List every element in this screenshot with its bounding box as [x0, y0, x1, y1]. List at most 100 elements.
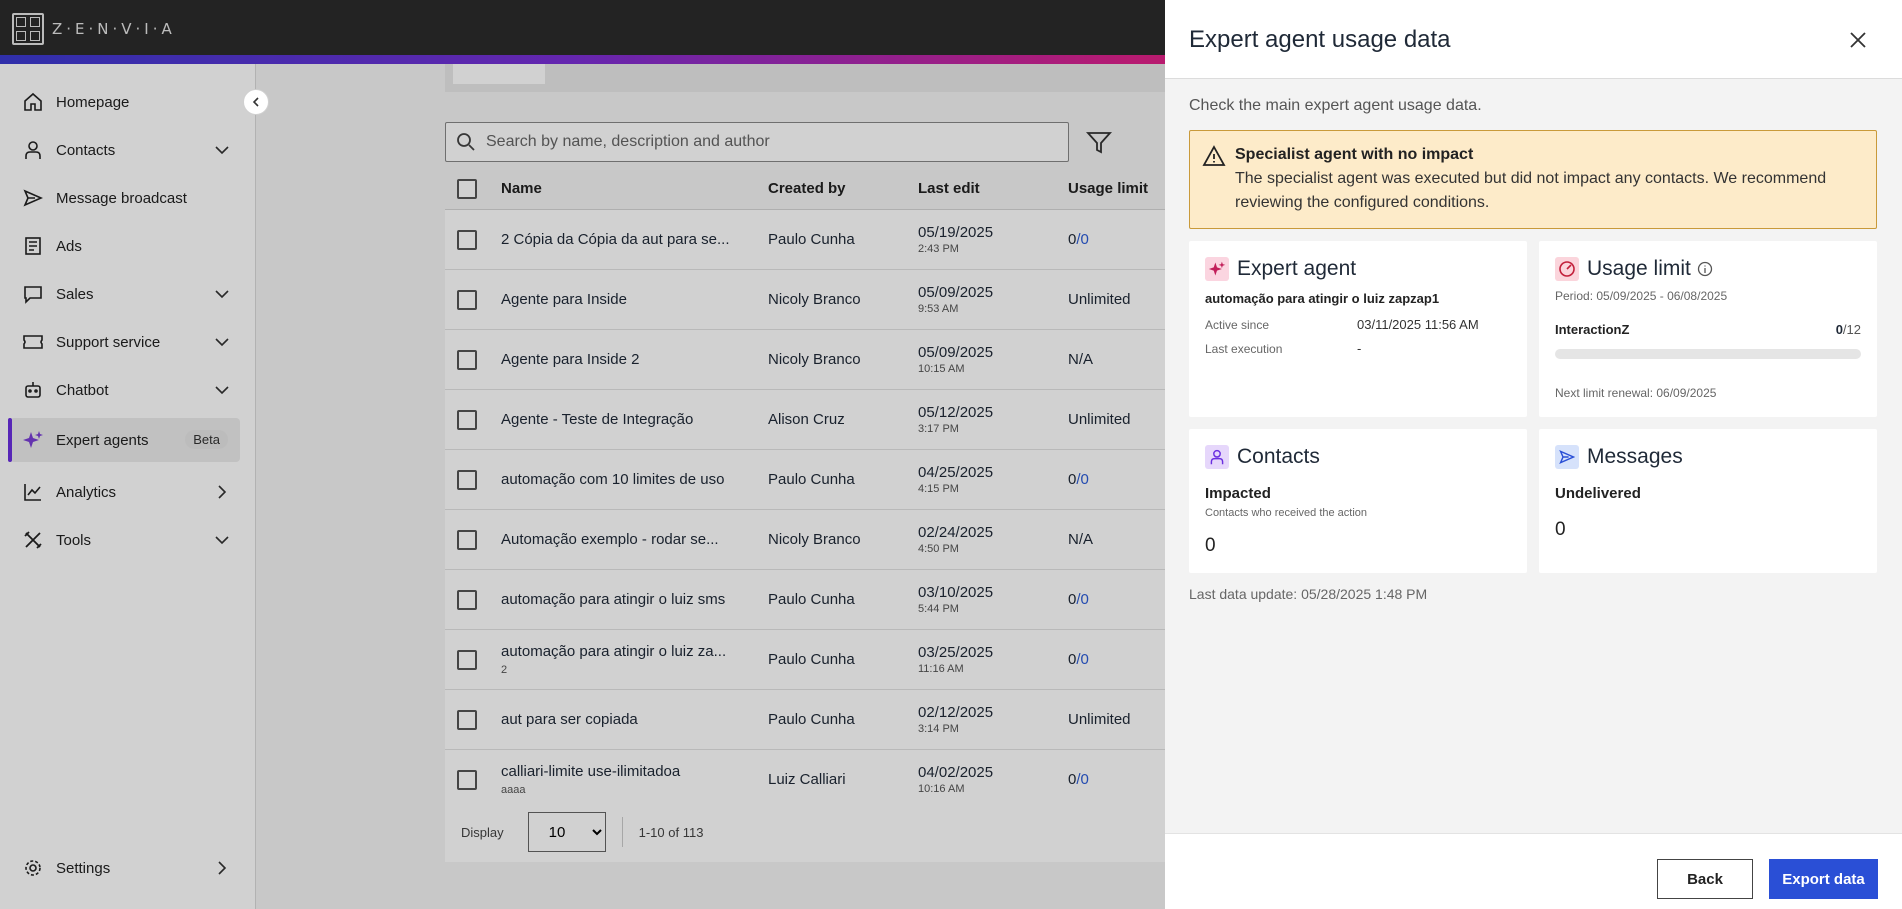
row-edit-time: 3:14 PM [918, 723, 959, 735]
row-usage-limit: 0/0 [1068, 231, 1089, 248]
table-row[interactable]: 2 Cópia da Cópia da aut para se... Paulo … [445, 210, 1215, 270]
row-created-by: Nicoly Branco [768, 351, 861, 368]
messages-title: Messages [1587, 445, 1683, 468]
sparkle-icon [22, 429, 44, 451]
modal-backdrop[interactable] [0, 0, 1165, 909]
search-input[interactable] [486, 133, 1046, 151]
search-icon [457, 133, 475, 151]
filter-icon [1086, 132, 1112, 154]
no-impact-alert: Specialist agent with no impact The spec… [1189, 130, 1877, 229]
divider [621, 817, 623, 847]
row-created-by: Nicoly Branco [768, 291, 861, 308]
row-usage-limit: Unlimited [1068, 411, 1131, 428]
row-edit-time: 4:50 PM [918, 543, 959, 555]
row-created-by: Nicoly Branco [768, 531, 861, 548]
user-icon [1205, 445, 1229, 469]
search-box[interactable] [445, 122, 1069, 162]
expert-agent-name: automação para atingir o luiz zapzap1 [1205, 291, 1440, 306]
sidebar-item-label: Support service [56, 333, 161, 351]
select-all-checkbox[interactable] [457, 178, 477, 199]
row-checkbox[interactable] [457, 769, 477, 790]
sidebar-item-expert-agents[interactable]: Expert agents Beta [8, 418, 240, 462]
brand-gradient-bar [0, 55, 1902, 64]
chevron-down-icon[interactable] [212, 284, 232, 304]
chevron-right-icon[interactable] [212, 858, 232, 878]
chevron-down-icon[interactable] [212, 332, 232, 352]
chevron-down-icon[interactable] [212, 530, 232, 550]
row-name: calliari-limite use-ilimitadoa [501, 763, 681, 780]
drawer-footer: Back Export data [1165, 833, 1902, 909]
sidebar-item-chatbot[interactable]: Chatbot [10, 368, 240, 412]
collapse-sidebar-button[interactable] [243, 89, 269, 115]
table-row[interactable]: Agente para Inside Nicoly Branco 05/09/202… [445, 270, 1215, 330]
row-checkbox[interactable] [457, 409, 477, 430]
sidebar-item-tools[interactable]: Tools [10, 518, 240, 562]
sidebar-item-analytics[interactable]: Analytics [10, 470, 240, 514]
info-icon[interactable] [1697, 261, 1713, 277]
expert-agent-title: Expert agent [1237, 257, 1357, 280]
row-checkbox[interactable] [457, 649, 477, 670]
table-row[interactable]: automação com 10 limites de uso Paulo Cun… [445, 450, 1215, 510]
table-row[interactable]: Automação exemplo - rodar se... Nicoly Br… [445, 510, 1215, 570]
back-button[interactable]: Back [1657, 859, 1753, 899]
page-size-select[interactable]: 10 [527, 812, 606, 852]
table-row[interactable]: aut para ser copiada Paulo Cunha 02/12/202… [445, 690, 1215, 750]
row-usage-limit: 0/0 [1068, 471, 1089, 488]
row-edit-date: 04/02/2025 [918, 764, 994, 781]
chevron-down-icon[interactable] [212, 380, 232, 400]
sidebar-item-contacts[interactable]: Contacts [10, 128, 240, 172]
brand-name: Z·E·N·V·I·A [52, 20, 176, 38]
active-since-label: Active since [1205, 318, 1270, 332]
row-checkbox[interactable] [457, 469, 477, 490]
row-checkbox[interactable] [457, 349, 477, 370]
drawer-header: Expert agent usage data [1165, 0, 1902, 79]
row-checkbox[interactable] [457, 229, 477, 250]
table-row[interactable]: automação para atingir o luiz sms Paulo C… [445, 570, 1215, 630]
row-name: aut para ser copiada [501, 711, 638, 728]
logo-mark-icon [12, 13, 44, 45]
page-range: 1-10 of 113 [638, 824, 704, 840]
sidebar-item-support-service[interactable]: Support service [10, 320, 240, 364]
row-checkbox[interactable] [457, 709, 477, 730]
last-data-update: Last data update: 05/28/2025 1:48 PM [1189, 586, 1428, 602]
sidebar-item-ads[interactable]: Ads [10, 224, 240, 268]
row-checkbox[interactable] [457, 589, 477, 610]
contacts-card: Contacts Impacted Contacts who received … [1189, 429, 1527, 573]
undelivered-value: 0 [1555, 519, 1566, 540]
sidebar-item-settings[interactable]: Settings [10, 846, 240, 890]
row-created-by: Paulo Cunha [768, 651, 855, 668]
row-name: Agente para Inside 2 [501, 351, 640, 368]
table-row[interactable]: Agente para Inside 2 Nicoly Branco 05/09/2… [445, 330, 1215, 390]
sidebar-item-sales[interactable]: Sales [10, 272, 240, 316]
export-data-button[interactable]: Export data [1769, 859, 1878, 899]
row-usage-limit: 0/0 [1068, 771, 1089, 788]
row-edit-date: 02/24/2025 [918, 524, 994, 541]
row-checkbox[interactable] [457, 529, 477, 550]
sidebar-item-homepage[interactable]: Homepage [10, 80, 240, 124]
column-header-created-by[interactable]: Created by [768, 180, 846, 197]
column-header-name[interactable]: Name [501, 180, 542, 197]
next-renewal: Next limit renewal: 06/09/2025 [1555, 386, 1717, 400]
brand-logo[interactable]: Z·E·N·V·I·A [12, 13, 176, 45]
table-row[interactable]: automação para atingir o luiz za... 2 Paul… [445, 630, 1215, 690]
column-header-usage-limit[interactable]: Usage limit [1068, 180, 1149, 197]
chevron-right-icon[interactable] [212, 482, 232, 502]
column-header-last-edit[interactable]: Last edit [918, 180, 980, 197]
sidebar-item-label: Chatbot [56, 381, 109, 399]
chevron-down-icon[interactable] [212, 140, 232, 160]
table-row[interactable]: Agente - Teste de Integração Alison Cruz 0… [445, 390, 1215, 450]
row-name: Agente para Inside [501, 291, 627, 308]
close-button[interactable] [1844, 26, 1872, 54]
messages-card: Messages Undelivered 0 [1539, 429, 1877, 573]
active-since-value: 03/11/2025 11:56 AM [1357, 317, 1479, 332]
filter-button[interactable] [1084, 128, 1114, 158]
tab-active[interactable] [453, 64, 545, 84]
usage-progress-bar [1555, 349, 1861, 359]
drawer-title: Expert agent usage data [1189, 26, 1451, 53]
last-execution-label: Last execution [1205, 342, 1283, 356]
impacted-sub: Contacts who received the action [1205, 507, 1368, 519]
row-checkbox[interactable] [457, 289, 477, 310]
row-edit-date: 05/09/2025 [918, 344, 994, 361]
sidebar-item-message-broadcast[interactable]: Message broadcast [10, 176, 240, 220]
sidebar-item-label: Ads [56, 237, 82, 255]
